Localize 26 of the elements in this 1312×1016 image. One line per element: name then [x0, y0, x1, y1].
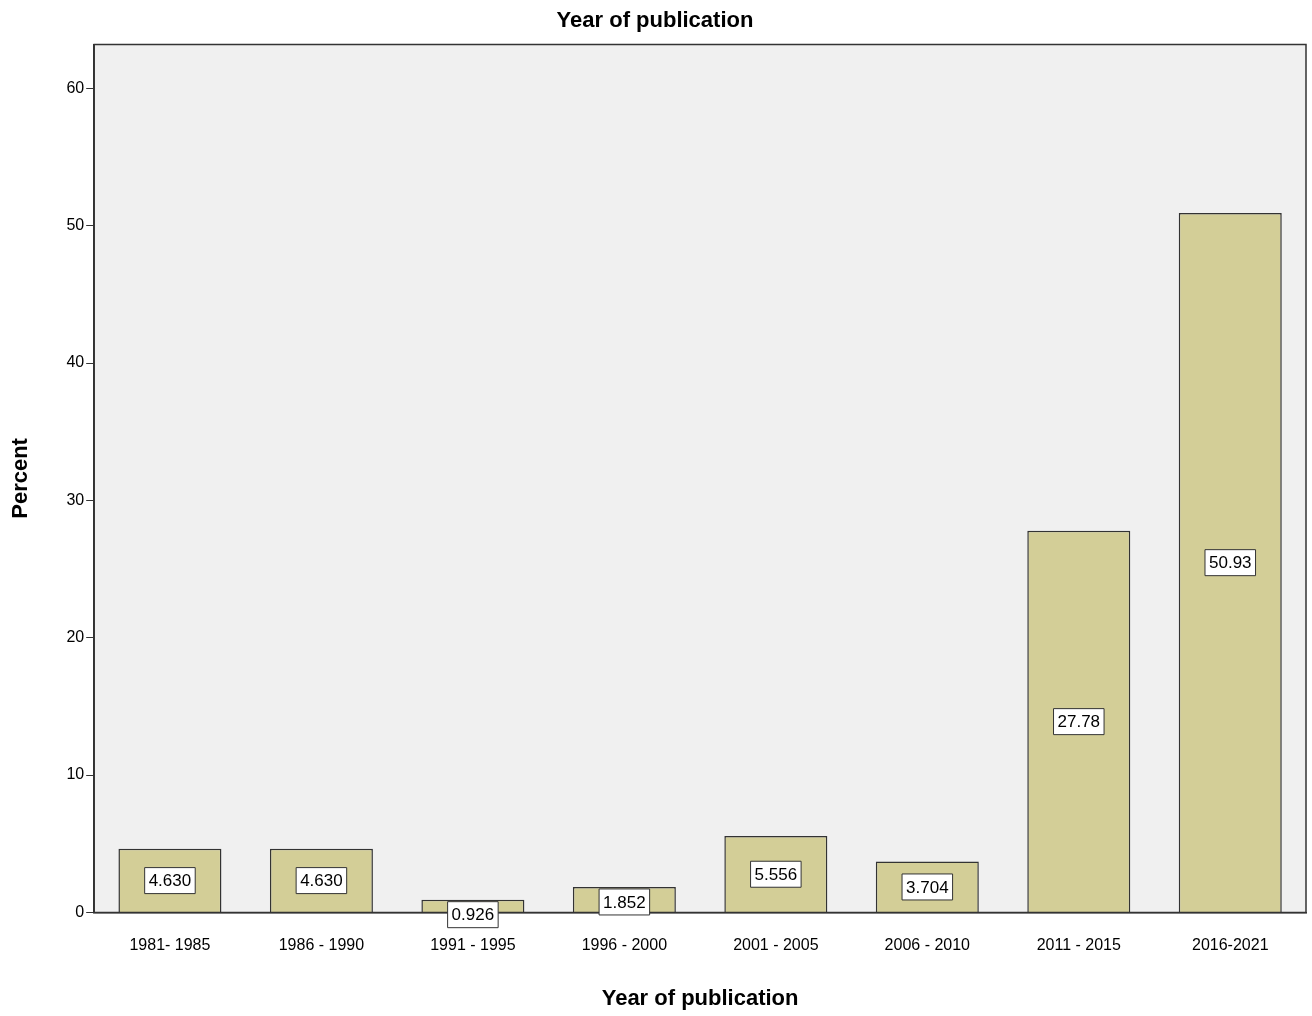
x-tick-label: 1991 - 1995: [430, 936, 516, 954]
y-tick-label: 20: [66, 628, 85, 646]
x-tick-label: 2001 - 2005: [733, 936, 819, 954]
x-tick-label: 2011 - 2015: [1036, 936, 1121, 954]
x-tick-label: 1986 - 1990: [278, 936, 365, 954]
x-axis-title: Year of publication: [601, 984, 799, 1010]
data-label: 50.93: [1208, 553, 1252, 573]
chart-title: Year of publication: [556, 7, 754, 33]
x-tick-label: 1981- 1985: [129, 936, 211, 954]
y-axis-title: Percent: [7, 437, 33, 519]
data-label: 5.556: [754, 864, 798, 884]
y-tick-label: 10: [66, 765, 85, 783]
data-label: 0.926: [451, 905, 495, 925]
x-tick-label: 2016-2021: [1192, 936, 1269, 954]
data-label: 4.630: [148, 871, 192, 891]
data-label: 27.78: [1057, 712, 1101, 732]
y-tick-label: 30: [66, 490, 85, 508]
data-label: 1.852: [603, 892, 646, 912]
y-tick-label: 0: [75, 902, 85, 920]
x-tick-label: 2006 - 2010: [884, 936, 971, 954]
y-tick-label: 40: [66, 353, 85, 371]
data-label: 4.630: [300, 871, 343, 891]
y-tick-label: 50: [66, 216, 85, 234]
y-tick-label: 60: [66, 78, 85, 96]
data-label: 3.704: [906, 877, 949, 897]
x-tick-label: 1996 - 2000: [581, 936, 668, 954]
